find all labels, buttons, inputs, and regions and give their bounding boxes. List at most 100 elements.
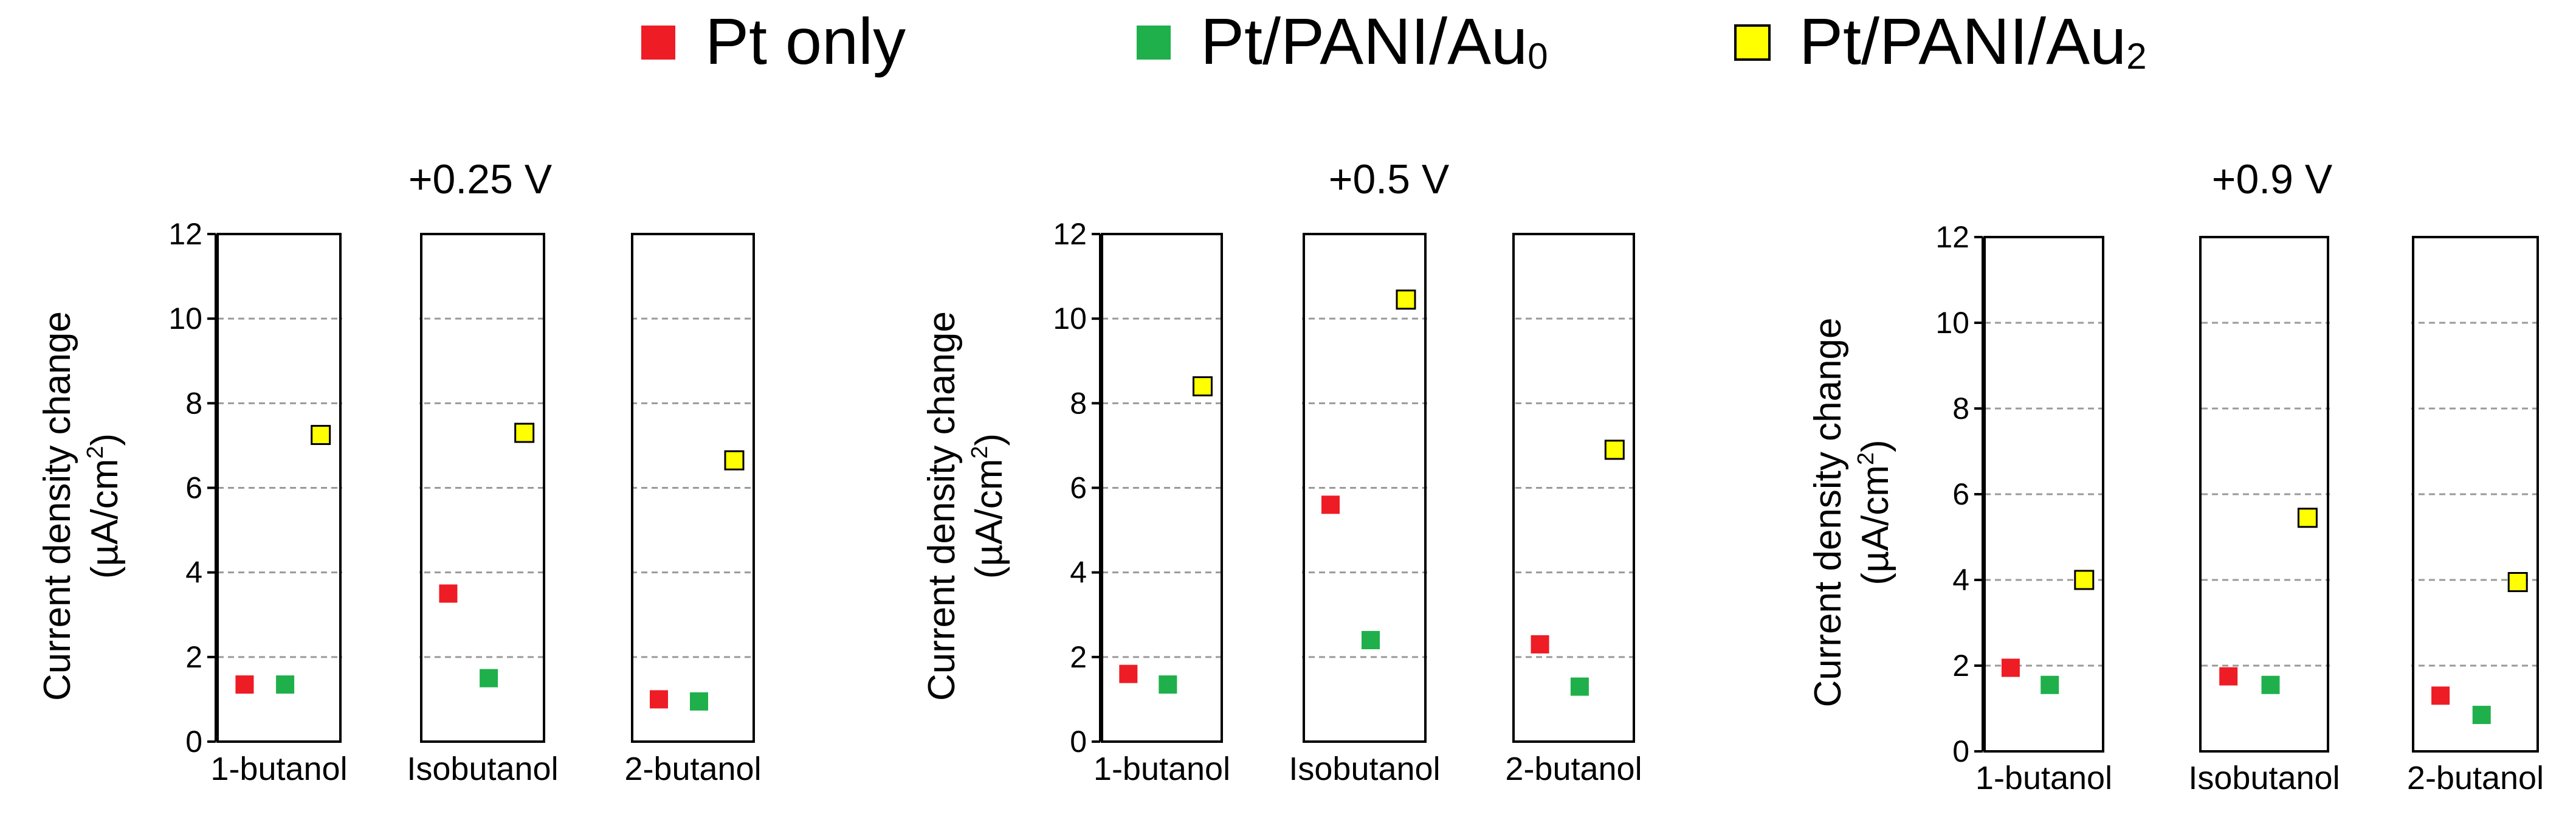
category-box-3 — [2412, 236, 2539, 753]
data-point-pt-only-1 — [2001, 658, 2020, 677]
category-label-1: 1-butanol — [210, 751, 347, 787]
data-point-pt-only-3 — [2431, 686, 2450, 705]
panel-gap — [342, 232, 419, 744]
category-label-3: 2-butanol — [2407, 760, 2544, 796]
category-box-1 — [216, 233, 342, 743]
y-tick-label: 6 — [1952, 477, 1969, 511]
y-axis-label-superscript: 2 — [83, 446, 108, 458]
category-label-3: 2-butanol — [1505, 751, 1642, 787]
y-tick-label: 6 — [1070, 471, 1087, 505]
y-tick-label: 2 — [1070, 640, 1087, 674]
y-tick-label: 12 — [1053, 217, 1087, 251]
y-axis-label-line1: Current density change — [921, 311, 963, 701]
data-point-pt-pani-au0-2 — [480, 669, 498, 688]
data-point-pt-only-3 — [650, 690, 668, 709]
panel-gap — [2330, 235, 2411, 754]
chart-panel-3: 0 2 4 6 8 10 12 +0.9 V Current density change (µA… — [1807, 156, 2544, 796]
legend-label-subscript: 0 — [1527, 36, 1548, 77]
y-axis-label-line2: (µA/cm — [968, 459, 1010, 579]
y-tick-label: 8 — [185, 386, 202, 420]
chart-panel-2: 0 2 4 6 8 10 12 +0.5 V Current density change (µA… — [921, 156, 1642, 787]
panel-title: +0.5 V — [1329, 156, 1450, 202]
data-point-pt-pani-au2-3 — [1604, 440, 1625, 460]
data-point-pt-only-2 — [2219, 667, 2238, 686]
y-axis-label-line2: (µA/cm — [1855, 465, 1896, 585]
y-axis-label-line1: Current density change — [1807, 317, 1849, 707]
y-axis-label-close: ) — [1855, 440, 1896, 452]
y-tick-label: 10 — [1053, 302, 1087, 336]
y-tick-label: 10 — [1935, 306, 1969, 340]
category-box-2 — [2199, 236, 2329, 753]
legend-marker-2 — [1137, 26, 1171, 60]
y-axis-label-line1: Current density change — [36, 311, 78, 701]
y-tick-label: 8 — [1952, 391, 1969, 426]
y-tick-label: 4 — [185, 556, 202, 590]
data-point-pt-only-1 — [235, 675, 254, 694]
category-label-2: Isobutanol — [1289, 751, 1440, 787]
legend-label-text: Pt only — [705, 4, 906, 78]
y-axis-label: Current density change (µA/cm2) — [921, 311, 1010, 701]
data-point-pt-pani-au0-1 — [1159, 675, 1177, 694]
y-tick-label: 2 — [1952, 649, 1969, 683]
y-axis-label-superscript: 2 — [967, 446, 993, 458]
y-tick-label: 0 — [1070, 725, 1087, 759]
category-label-1: 1-butanol — [1093, 751, 1230, 787]
y-tick-label: 2 — [185, 640, 202, 674]
y-tick-label: 0 — [185, 725, 202, 759]
panel-gap — [1427, 232, 1512, 744]
y-tick-label: 12 — [168, 217, 202, 251]
data-point-pt-only-1 — [1119, 664, 1138, 683]
category-box-3 — [631, 233, 755, 743]
category-box-2 — [420, 233, 545, 743]
y-axis-label-line2: (µA/cm — [84, 459, 126, 579]
category-label-2: Isobutanol — [2188, 760, 2340, 796]
category-label-3: 2-butanol — [624, 751, 761, 787]
legend: Pt only Pt/PANI/Au0 Pt/PANI/Au2 — [641, 4, 2147, 78]
category-box-2 — [1303, 233, 1427, 743]
chart-panel-1: 0 2 4 6 8 10 12 +0.25 V Current density change (µ… — [36, 156, 762, 787]
data-point-pt-only-2 — [439, 584, 458, 603]
y-tick-label: 4 — [1070, 556, 1087, 590]
data-point-pt-pani-au0-2 — [2261, 675, 2280, 694]
legend-marker-3 — [1734, 24, 1771, 61]
y-tick-label: 10 — [168, 302, 202, 336]
data-point-pt-pani-au2-2 — [2297, 508, 2318, 528]
y-axis-label: Current density change (µA/cm2) — [36, 311, 126, 701]
panel-title: +0.25 V — [408, 156, 553, 202]
panel-gap — [546, 232, 630, 744]
category-label-2: Isobutanol — [407, 751, 558, 787]
panel-gap — [2105, 235, 2199, 754]
y-axis-label-close: ) — [968, 433, 1010, 446]
category-box-1 — [1101, 233, 1223, 743]
legend-label-text: Pt/PANI/Au — [1799, 4, 2126, 78]
category-box-1 — [1983, 236, 2104, 753]
data-point-pt-pani-au2-2 — [1396, 289, 1416, 310]
legend-label-3: Pt/PANI/Au2 — [1799, 4, 2147, 78]
legend-label-2: Pt/PANI/Au0 — [1200, 4, 1548, 78]
data-point-pt-pani-au0-3 — [690, 692, 708, 711]
y-tick-label: 8 — [1070, 386, 1087, 420]
y-tick-label: 4 — [1952, 563, 1969, 597]
y-axis-label-superscript: 2 — [1853, 452, 1879, 465]
data-point-pt-pani-au2-3 — [724, 450, 745, 471]
panel-title: +0.9 V — [2212, 156, 2333, 202]
legend-label-subscript: 2 — [2126, 36, 2146, 77]
panel-gap — [1224, 232, 1302, 744]
data-point-pt-pani-au0-1 — [276, 675, 295, 694]
y-tick-label: 0 — [1952, 734, 1969, 768]
legend-label-1: Pt only — [705, 4, 906, 78]
category-label-1: 1-butanol — [1975, 760, 2112, 796]
legend-marker-1 — [641, 26, 675, 60]
data-point-pt-pani-au2-3 — [2507, 572, 2528, 593]
data-point-pt-pani-au0-3 — [2472, 706, 2491, 725]
y-tick-label: 6 — [185, 471, 202, 505]
data-point-pt-pani-au2-1 — [1192, 376, 1213, 396]
data-point-pt-pani-au0-2 — [1362, 631, 1380, 649]
category-box-3 — [1512, 233, 1635, 743]
data-point-pt-pani-au0-1 — [2040, 675, 2059, 694]
y-tick-label: 12 — [1935, 220, 1969, 254]
data-point-pt-pani-au0-3 — [1570, 677, 1589, 696]
data-point-pt-only-3 — [1531, 635, 1549, 653]
